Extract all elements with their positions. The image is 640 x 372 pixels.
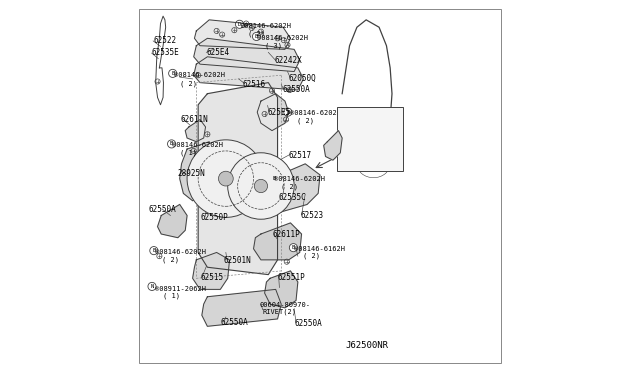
Text: B: B: [292, 245, 295, 250]
Text: B: B: [152, 248, 156, 253]
Polygon shape: [202, 289, 281, 326]
Text: J62500NR: J62500NR: [346, 341, 389, 350]
Text: B: B: [170, 141, 173, 147]
Text: 62522: 62522: [153, 36, 176, 45]
Text: 62535C: 62535C: [278, 193, 307, 202]
Circle shape: [228, 153, 294, 219]
Circle shape: [289, 244, 298, 252]
Text: 62550P: 62550P: [200, 213, 228, 222]
Text: 62501N: 62501N: [223, 256, 251, 265]
Text: 62515: 62515: [200, 273, 223, 282]
Bar: [337, 107, 403, 171]
Text: ( 2): ( 2): [281, 183, 298, 190]
Text: ( 2): ( 2): [162, 257, 179, 263]
Text: ®08911-2062H: ®08911-2062H: [155, 286, 205, 292]
Text: ( 1): ( 1): [180, 150, 196, 156]
Text: ( 3): ( 3): [264, 42, 282, 49]
Text: N: N: [150, 284, 154, 289]
Text: ®08146-6202H: ®08146-6202H: [257, 35, 308, 41]
Text: 62242X: 62242X: [275, 56, 303, 65]
Circle shape: [150, 247, 158, 255]
Polygon shape: [198, 83, 278, 275]
Circle shape: [284, 108, 292, 116]
Text: 62550A: 62550A: [148, 205, 176, 215]
Circle shape: [252, 32, 260, 41]
Circle shape: [218, 171, 233, 186]
Text: B: B: [255, 34, 258, 39]
Polygon shape: [253, 223, 301, 260]
Text: ®08146-6202H: ®08146-6202H: [290, 110, 340, 116]
Text: ( 2): ( 2): [180, 80, 196, 87]
Polygon shape: [157, 205, 187, 238]
Polygon shape: [274, 164, 320, 212]
Polygon shape: [264, 271, 298, 308]
Text: RIVET(2): RIVET(2): [263, 308, 297, 315]
Circle shape: [168, 140, 175, 148]
Text: 62550A: 62550A: [220, 318, 248, 327]
Text: D: D: [238, 22, 241, 27]
Circle shape: [270, 174, 278, 183]
Text: 625E4: 625E4: [206, 48, 229, 57]
Text: B: B: [286, 110, 289, 115]
Text: 62523: 62523: [301, 211, 324, 220]
Polygon shape: [194, 57, 303, 90]
Text: 62517: 62517: [289, 151, 312, 160]
Text: 62516: 62516: [243, 80, 266, 89]
Text: ( 2): ( 2): [248, 31, 265, 37]
Text: ( 1): ( 1): [163, 293, 180, 299]
Circle shape: [254, 179, 268, 193]
Text: 62535E: 62535E: [152, 48, 179, 57]
Text: ( 2): ( 2): [303, 253, 321, 259]
Text: 62550A: 62550A: [282, 85, 310, 94]
Circle shape: [236, 20, 244, 28]
Text: ®08146-6202H: ®08146-6202H: [274, 176, 325, 182]
Text: 62611P: 62611P: [273, 230, 301, 239]
Text: 28925N: 28925N: [178, 169, 205, 177]
Text: 62550A: 62550A: [294, 319, 322, 328]
Polygon shape: [257, 94, 289, 131]
Polygon shape: [194, 38, 300, 71]
Text: 625E5: 625E5: [268, 108, 291, 117]
Text: 62551P: 62551P: [278, 273, 305, 282]
Text: B: B: [171, 71, 174, 76]
Text: ®08146-6162H: ®08146-6162H: [294, 246, 345, 252]
Text: 00604-80970-: 00604-80970-: [259, 302, 310, 308]
Polygon shape: [324, 131, 342, 160]
Polygon shape: [180, 142, 216, 201]
Text: 62611N: 62611N: [180, 115, 208, 124]
Polygon shape: [195, 20, 291, 49]
Circle shape: [187, 140, 264, 217]
Text: 62050Q: 62050Q: [289, 74, 316, 83]
Text: B: B: [272, 176, 275, 181]
Text: ®08146-6202H: ®08146-6202H: [172, 142, 223, 148]
Polygon shape: [193, 253, 230, 289]
Polygon shape: [185, 119, 205, 142]
Circle shape: [168, 69, 177, 77]
Text: Ð08146-6202H: Ð08146-6202H: [241, 23, 292, 29]
Text: ®08146-6202H: ®08146-6202H: [174, 72, 225, 78]
Text: ( 2): ( 2): [297, 117, 314, 124]
Text: ®08146-6202H: ®08146-6202H: [155, 250, 205, 256]
Circle shape: [148, 282, 156, 291]
